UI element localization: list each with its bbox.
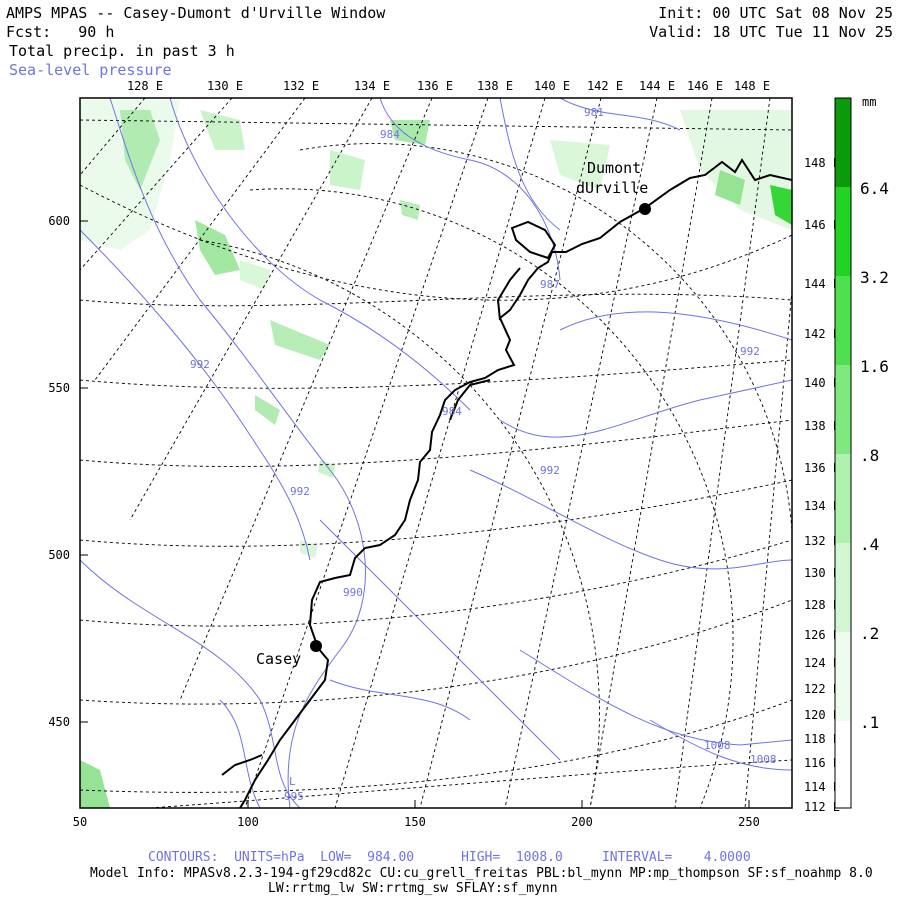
valid-time: Valid: 18 UTC Tue 11 Nov 25 (649, 23, 893, 41)
casey-marker (310, 640, 322, 652)
lon-label: 148 E (804, 156, 840, 170)
lon-label: 124 E (804, 656, 840, 670)
colorbar-label: 1.6 (860, 357, 889, 376)
colorbar-swatch (835, 187, 851, 276)
colorbar-label: 6.4 (860, 179, 889, 198)
colorbar-swatch (835, 454, 851, 543)
lon-label: 142 E (804, 327, 840, 341)
contour-label: 992 (190, 358, 210, 371)
colorbar-label: .2 (860, 624, 879, 643)
lon-label: 142 E (587, 79, 623, 93)
pressure-low-marker: L (289, 775, 296, 788)
map-title: AMPS MPAS -- Casey-Dumont d'Urville Wind… (6, 4, 386, 22)
colorbar-swatch (835, 365, 851, 454)
lon-label: 138 E (804, 419, 840, 433)
graticule (80, 98, 792, 808)
lon-label: 144 E (639, 79, 675, 93)
init-time: Init: 00 UTC Sat 08 Nov 25 (658, 4, 893, 22)
forecast-hour: Fcst: 90 h (6, 23, 115, 41)
x-tick-label: 50 (73, 815, 87, 829)
casey-label: Casey (256, 650, 301, 668)
colorbar-unit: mm (862, 95, 876, 109)
dumont-durville-label-2: dUrville (576, 179, 648, 197)
lon-label: 134 E (804, 499, 840, 513)
lon-label: 146 E (687, 79, 723, 93)
colorbar: mm 6.4 3.2 1.6 .8 .4 .2 .1 (834, 95, 889, 809)
lon-label: 146 E (804, 218, 840, 232)
lon-label: 148 E (734, 79, 770, 93)
lon-label: 118 E (804, 732, 840, 746)
y-tick-label: 500 (48, 548, 70, 562)
lon-label: 122 E (804, 682, 840, 696)
top-longitude-labels: 128 E 130 E 132 E 134 E 136 E 138 E 140 … (127, 79, 770, 93)
y-tick-label: 550 (48, 381, 70, 395)
plot-frame (79, 97, 793, 809)
model-info: Model Info: MPASv8.2.3-194-gf29cd82c CU:… (90, 866, 873, 881)
contour-label: 987 (540, 278, 560, 291)
colorbar-label: .4 (860, 535, 879, 554)
x-tick-label: 150 (404, 815, 426, 829)
lon-label: 114 E (804, 780, 840, 794)
plot-area (80, 98, 792, 808)
y-axis (80, 220, 88, 723)
lon-label: 132 E (283, 79, 319, 93)
colorbar-swatch (835, 543, 851, 632)
lon-label: 140 E (534, 79, 570, 93)
lon-label: 128 E (804, 598, 840, 612)
x-axis (79, 800, 750, 808)
physics-info: LW:rrtmg_lw SW:rrtmg_sw SFLAY:sf_mynn (268, 881, 558, 896)
colorbar-label: .1 (860, 713, 879, 732)
dumont-durville-label-1: Dumont (587, 159, 641, 177)
lon-label: 128 E (127, 79, 163, 93)
contour-label: 992 (540, 464, 560, 477)
contour-label: 984 (442, 405, 462, 418)
contour-labels: 981 984 987 992 984 992 992 992 990 995 … (190, 106, 777, 803)
contour-label: 1008 (704, 739, 731, 752)
x-tick-label: 250 (738, 815, 760, 829)
lon-label: 140 E (804, 376, 840, 390)
lon-label: 126 E (804, 628, 840, 642)
y-tick-label: 450 (48, 715, 70, 729)
lon-label: 130 E (207, 79, 243, 93)
colorbar-swatch (835, 276, 851, 365)
lon-label: 136 E (804, 461, 840, 475)
x-tick-label: 200 (571, 815, 593, 829)
colorbar-swatch (835, 721, 851, 808)
lon-label: 132 E (804, 534, 840, 548)
right-longitude-labels: 148 E 146 E 144 E 142 E 140 E 138 E 136 … (804, 156, 840, 814)
x-tick-label: 100 (237, 815, 259, 829)
lon-label: 134 E (354, 79, 390, 93)
colorbar-label: .8 (860, 446, 879, 465)
y-tick-label: 600 (48, 214, 70, 228)
lon-label: 130 E (804, 566, 840, 580)
field-name: Total precip. in past 3 h (9, 42, 235, 60)
contour-label: 1008 (750, 753, 777, 766)
lon-label: 120 E (804, 708, 840, 722)
dumont-durville-marker (639, 203, 651, 215)
contour-label: 995 (284, 790, 304, 803)
colorbar-swatch (835, 632, 851, 721)
contour-label: 990 (343, 586, 363, 599)
colorbar-swatch (835, 98, 851, 187)
contour-label: 992 (290, 485, 310, 498)
contour-info: CONTOURS: UNITS=hPa LOW= 984.00 HIGH= 10… (148, 850, 751, 865)
contour-label: 992 (740, 345, 760, 358)
lon-label: 116 E (804, 756, 840, 770)
contour-label: 981 (584, 106, 604, 119)
lon-label: 144 E (804, 277, 840, 291)
overlay-name: Sea-level pressure (9, 61, 172, 79)
lon-label: 136 E (417, 79, 453, 93)
lon-label: 112 E (804, 800, 840, 814)
colorbar-label: 3.2 (860, 268, 889, 287)
contour-label: 984 (380, 128, 400, 141)
lon-label: 138 E (477, 79, 513, 93)
